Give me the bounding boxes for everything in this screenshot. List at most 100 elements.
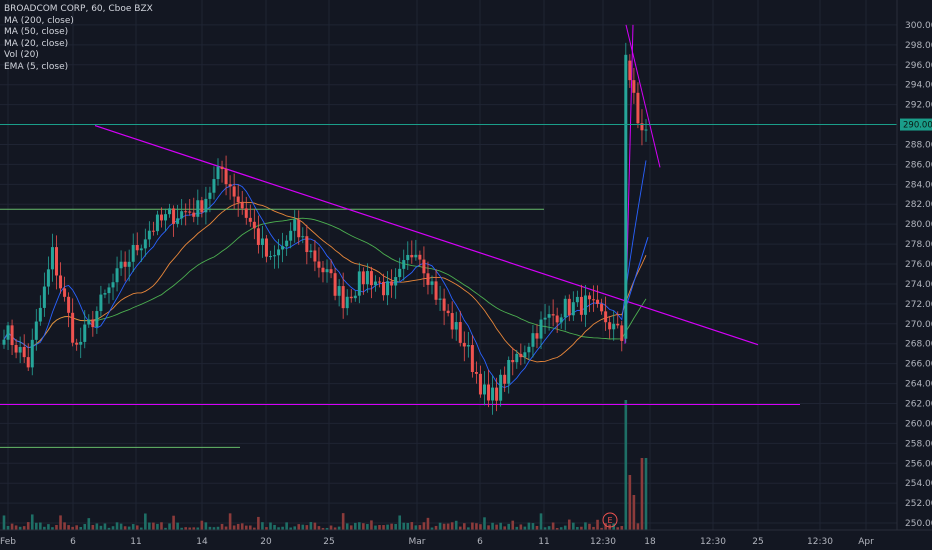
candle-body [2,339,6,345]
price-tick-label: 274.00 [905,280,932,290]
candle [277,238,281,269]
candle-body [232,186,236,197]
volume-bar [139,527,143,530]
candle-body [478,373,482,395]
price-tick-label: 262.00 [905,399,932,409]
volume-bar [236,523,240,530]
candle-body [147,230,151,240]
candle-body [357,271,361,296]
candle-body [616,323,620,326]
candle [612,310,616,341]
candle-body [555,315,559,323]
volume-bar [430,527,434,530]
candle-body [313,250,317,262]
candle-body [523,352,527,358]
candle [42,272,46,317]
candle-body [491,387,495,401]
volume-bar [273,524,276,530]
volume-bar [297,524,301,530]
volume-bar [321,527,325,530]
volume-bar [51,527,54,530]
volume-bar [559,527,563,530]
candle-body [596,299,600,304]
candle-body [277,249,281,256]
volume-bar [39,522,42,530]
candle-body [543,317,547,320]
earnings-label: E [607,516,612,525]
ma-200-line [3,217,647,349]
indicator-ma20[interactable]: MA (20, close) [4,38,69,49]
time-axis: Feb 6 11 14 20 25 Mar 6 11 12:30 18 12:30 25 12:30 Apr [0,529,932,547]
candle-body [531,333,535,347]
candle [192,197,196,223]
volume-bar [43,526,46,530]
volume-bar [18,526,22,530]
candle [616,311,620,329]
volume-bar [188,527,192,530]
candle [579,284,583,322]
candle [30,328,34,376]
volume-bar [345,523,349,530]
candle [414,239,418,261]
candle [454,311,458,341]
candle-body [6,325,10,340]
indicator-ema5[interactable]: EMA (5, close) [4,61,69,72]
candle-body [236,196,240,203]
candle-body [470,345,474,373]
volume-bar [127,526,131,530]
volume-bar [305,525,309,530]
candle-body [103,293,107,295]
candle [491,375,495,415]
candle-body [402,260,406,269]
candle-body [482,384,486,395]
candle-body [434,281,438,300]
volume-bar [220,523,224,530]
indicator-ma50[interactable]: MA (50, close) [4,27,69,37]
candle [268,250,272,260]
ma-50-line [3,201,647,363]
candle-body [281,246,285,250]
indicator-ma200[interactable]: MA (200, close) [4,15,74,26]
candle-body [14,345,18,353]
volume-bar [59,515,62,530]
candle-body [390,281,394,286]
volume-bar [450,522,454,530]
price-tick-label: 300.00 [905,21,932,31]
candle-body [507,360,511,384]
candle-body [644,129,648,131]
candle [313,240,317,272]
volume-bar [192,527,196,530]
volume-bar [410,522,414,530]
volume-bar [446,523,450,530]
candle-body [414,254,418,258]
candle-body [188,211,192,213]
candle [462,331,466,362]
volume-bar [543,527,547,530]
candle [430,275,434,295]
time-tick-label: 18 [644,537,656,547]
candle-body [406,254,410,261]
candle-body [42,286,46,308]
symbol-title[interactable]: BROADCOM CORP, 60, Cboe BZX [4,4,153,14]
candle [220,160,224,183]
candle [495,377,499,412]
candle [499,369,503,407]
volume-bar [454,520,458,530]
volume-bar [378,525,381,530]
candle-body [50,247,54,270]
candle [208,186,212,213]
candle [155,210,159,236]
candle-body [164,214,168,221]
volume-bar [265,527,268,530]
price-tick-label: 256.00 [905,459,932,469]
earnings-icon [602,512,618,528]
candle-body [224,169,228,185]
price-tick-label: 252.00 [905,499,932,509]
candle [487,369,491,408]
candle-body [503,374,507,384]
volume-bar [249,525,252,530]
candle-body [91,319,95,328]
indicator-volume[interactable]: Vol (20) [4,50,39,60]
candle-body [59,275,63,289]
